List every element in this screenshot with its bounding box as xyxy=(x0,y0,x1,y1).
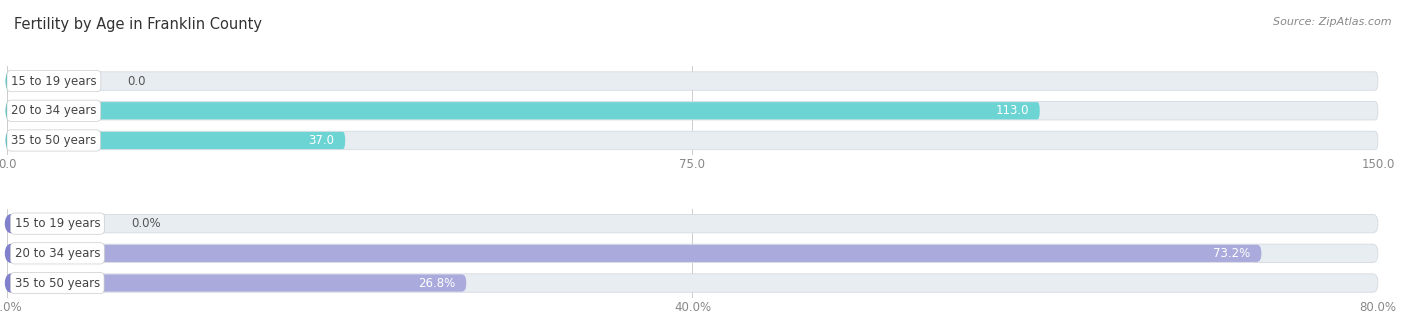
FancyBboxPatch shape xyxy=(7,132,344,149)
Text: Fertility by Age in Franklin County: Fertility by Age in Franklin County xyxy=(14,17,262,31)
Text: 73.2%: 73.2% xyxy=(1213,247,1250,260)
FancyBboxPatch shape xyxy=(7,214,1378,233)
Text: 113.0: 113.0 xyxy=(995,104,1029,117)
FancyBboxPatch shape xyxy=(7,244,1378,262)
Circle shape xyxy=(6,102,11,119)
Text: 15 to 19 years: 15 to 19 years xyxy=(11,74,97,88)
Text: 35 to 50 years: 35 to 50 years xyxy=(14,276,100,290)
Circle shape xyxy=(6,72,11,90)
Circle shape xyxy=(6,215,15,232)
FancyBboxPatch shape xyxy=(7,102,1378,120)
Text: 20 to 34 years: 20 to 34 years xyxy=(14,247,100,260)
Text: 0.0%: 0.0% xyxy=(131,217,160,230)
FancyBboxPatch shape xyxy=(7,131,1378,150)
Circle shape xyxy=(6,132,11,149)
FancyBboxPatch shape xyxy=(7,102,1039,119)
FancyBboxPatch shape xyxy=(7,245,1261,262)
FancyBboxPatch shape xyxy=(7,274,1378,292)
Text: 15 to 19 years: 15 to 19 years xyxy=(14,217,100,230)
Circle shape xyxy=(6,245,15,262)
Circle shape xyxy=(6,274,15,292)
Text: 26.8%: 26.8% xyxy=(418,276,456,290)
FancyBboxPatch shape xyxy=(7,72,1378,90)
Text: 20 to 34 years: 20 to 34 years xyxy=(11,104,97,117)
Text: Source: ZipAtlas.com: Source: ZipAtlas.com xyxy=(1274,17,1392,26)
Text: 0.0: 0.0 xyxy=(128,74,146,88)
Text: 37.0: 37.0 xyxy=(308,134,335,147)
Text: 35 to 50 years: 35 to 50 years xyxy=(11,134,97,147)
FancyBboxPatch shape xyxy=(7,274,467,292)
